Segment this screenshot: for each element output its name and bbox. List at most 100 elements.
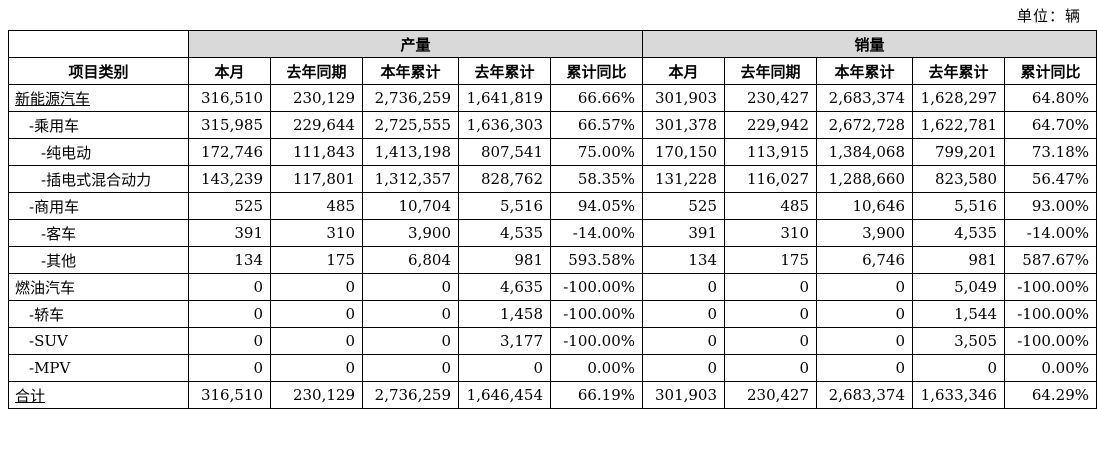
- sales-cell-4: -100.00%: [1004, 327, 1097, 355]
- sales-cell-3: 4,535: [912, 219, 1006, 247]
- production-cell-3: 0: [458, 354, 551, 382]
- production-cell-1: 175: [270, 246, 363, 274]
- production-cell-0: 0: [188, 300, 271, 328]
- table-row: -其他 134 175 6,804 981 593.58% 134 175 6,746 981 58…: [8, 246, 1097, 274]
- production-cell-0: 134: [188, 246, 271, 274]
- sales-cell-3: 1,633,346: [912, 381, 1006, 409]
- table-body: 新能源汽车 316,510 230,129 2,736,259 1,641,819 66.…: [8, 84, 1097, 409]
- production-sales-table: 产量 销量 项目类别 本月 去年同期 本年累计 去年累计 累计同比 本月 去年同期 本年累计去…: [8, 30, 1097, 409]
- production-cell-1: 0: [270, 354, 363, 382]
- production-cell-4: -14.00%: [549, 219, 644, 247]
- sales-cell-2: 1,384,068: [816, 138, 914, 166]
- sales-cell-2: 2,683,374: [816, 381, 914, 409]
- row-label-text: -客车: [41, 224, 77, 243]
- sales-cell-0: 0: [642, 354, 726, 382]
- sales-cell-2: 0: [816, 273, 914, 301]
- table-row: -轿车 0 0 0 1,458 -100.00% 0 0 0 1,544 -100.00%: [8, 300, 1097, 328]
- production-cell-3: 1,458: [458, 300, 551, 328]
- sales-cell-2: 10,646: [816, 192, 914, 220]
- production-cell-2: 0: [362, 273, 459, 301]
- row-label-text: 燃油汽车: [15, 278, 76, 297]
- production-cell-4: 66.19%: [549, 381, 644, 409]
- group-header-row: 产量 销量: [8, 30, 1097, 58]
- sales-cell-3: 3,505: [912, 327, 1006, 355]
- table-row: -乘用车 315,985 229,644 2,725,555 1,636,303 66.5…: [8, 111, 1097, 139]
- table-row: -客车 391 310 3,900 4,535 -14.00% 391 310 3,900 4,5…: [8, 219, 1097, 247]
- subheader-sales-2: 本年累计: [816, 57, 914, 85]
- sales-cell-3: 1,622,781: [912, 111, 1006, 139]
- sales-cell-0: 301,903: [642, 84, 726, 112]
- sales-cell-0: 301,378: [642, 111, 726, 139]
- row-label: -客车: [8, 219, 189, 247]
- sales-cell-1: 0: [724, 300, 818, 328]
- row-label-text: -商用车: [29, 197, 80, 216]
- subheader-production-1: 去年同期: [270, 57, 363, 85]
- table-row: 新能源汽车 316,510 230,129 2,736,259 1,641,819 66.…: [8, 84, 1097, 112]
- unit-label: 单位：辆: [1016, 7, 1081, 25]
- sales-cell-0: 391: [642, 219, 726, 247]
- sales-cell-4: 73.18%: [1004, 138, 1097, 166]
- sales-cell-2: 3,900: [816, 219, 914, 247]
- production-cell-1: 0: [270, 273, 363, 301]
- row-label: -MPV: [8, 354, 189, 382]
- sales-cell-4: -100.00%: [1004, 273, 1097, 301]
- sales-cell-0: 0: [642, 327, 726, 355]
- row-label: -其他: [8, 246, 189, 274]
- sales-cell-1: 0: [724, 354, 818, 382]
- row-label: -商用车: [8, 192, 189, 220]
- sales-cell-4: 64.80%: [1004, 84, 1097, 112]
- category-header: 项目类别: [8, 57, 189, 85]
- production-cell-2: 0: [362, 327, 459, 355]
- subheader-sales-4: 累计同比: [1004, 57, 1097, 85]
- row-label: -SUV: [8, 327, 189, 355]
- row-label: 燃油汽车: [8, 273, 189, 301]
- table-row: -插电式混合动力 143,239 117,801 1,312,357 828,762 58…: [8, 165, 1097, 193]
- production-cell-2: 2,736,259: [362, 84, 459, 112]
- production-cell-2: 2,725,555: [362, 111, 459, 139]
- sales-cell-4: 64.70%: [1004, 111, 1097, 139]
- subheader-production-0: 本月: [188, 57, 271, 85]
- production-cell-3: 4,535: [458, 219, 551, 247]
- production-cell-0: 0: [188, 354, 271, 382]
- production-cell-1: 485: [270, 192, 363, 220]
- production-cell-1: 0: [270, 300, 363, 328]
- production-cell-4: 94.05%: [549, 192, 644, 220]
- sales-cell-4: 0.00%: [1004, 354, 1097, 382]
- row-label: -纯电动: [8, 138, 189, 166]
- subheader-sales-0: 本月: [642, 57, 726, 85]
- production-cell-0: 143,239: [188, 165, 271, 193]
- production-cell-0: 315,985: [188, 111, 271, 139]
- sales-cell-3: 981: [912, 246, 1006, 274]
- row-label-link[interactable]: 新能源汽车: [15, 89, 91, 108]
- production-cell-3: 1,646,454: [458, 381, 551, 409]
- production-cell-1: 230,129: [270, 381, 363, 409]
- sales-cell-4: -100.00%: [1004, 300, 1097, 328]
- production-cell-3: 1,641,819: [458, 84, 551, 112]
- production-cell-2: 1,312,357: [362, 165, 459, 193]
- sales-cell-0: 525: [642, 192, 726, 220]
- subheader-sales-3: 去年累计: [912, 57, 1006, 85]
- sales-cell-3: 799,201: [912, 138, 1006, 166]
- production-cell-4: -100.00%: [549, 300, 644, 328]
- row-label: 合计: [8, 381, 189, 409]
- subheader-production-4: 累计同比: [549, 57, 644, 85]
- row-label-link[interactable]: 合计: [15, 386, 46, 405]
- row-label-text: -轿车: [29, 305, 65, 324]
- production-cell-2: 10,704: [362, 192, 459, 220]
- production-cell-3: 4,635: [458, 273, 551, 301]
- row-label: -轿车: [8, 300, 189, 328]
- production-cell-2: 1,413,198: [362, 138, 459, 166]
- sales-cell-1: 113,915: [724, 138, 818, 166]
- sales-cell-2: 0: [816, 354, 914, 382]
- production-cell-3: 828,762: [458, 165, 551, 193]
- sales-cell-0: 170,150: [642, 138, 726, 166]
- row-label-text: -SUV: [29, 332, 68, 350]
- production-cell-2: 0: [362, 354, 459, 382]
- sales-cell-0: 134: [642, 246, 726, 274]
- sales-cell-1: 229,942: [724, 111, 818, 139]
- row-label-text: -其他: [41, 251, 77, 270]
- subheader-production-3: 去年累计: [458, 57, 551, 85]
- sales-cell-0: 0: [642, 273, 726, 301]
- production-cell-3: 981: [458, 246, 551, 274]
- subheader-production-2: 本年累计: [362, 57, 459, 85]
